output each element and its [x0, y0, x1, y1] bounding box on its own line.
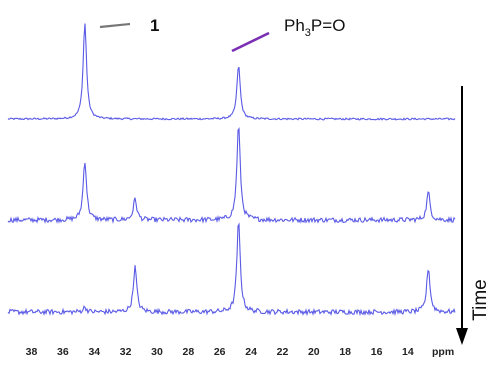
spectrum-trace-3 — [8, 224, 455, 314]
annotation-line-compound-1 — [100, 24, 130, 27]
spectrum-trace-1 — [8, 24, 455, 120]
x-tick-label: 38 — [26, 346, 38, 358]
x-tick-label: 30 — [151, 346, 163, 358]
x-axis-tick-labels: 38 36 34 32 30 28 26 24 22 20 18 16 14 — [26, 346, 414, 358]
x-tick-label: 20 — [308, 346, 320, 358]
x-tick-label: 32 — [120, 346, 132, 358]
x-tick-label: 18 — [339, 346, 351, 358]
time-arrow-head — [456, 328, 468, 345]
annotation-label-compound-1: 1 — [150, 16, 159, 35]
time-arrow-label: Time — [470, 279, 488, 321]
x-tick-label: 14 — [402, 346, 414, 358]
annotation-label-ph3po: Ph3P=O — [284, 16, 345, 39]
annotation-line-ph3po — [232, 33, 269, 51]
x-tick-label: 28 — [183, 346, 195, 358]
x-tick-label: 24 — [245, 346, 257, 358]
spectrum-traces — [8, 24, 455, 315]
spectrum-trace-2 — [8, 129, 455, 223]
x-tick-label: 16 — [371, 346, 383, 358]
x-tick-label: 26 — [214, 346, 226, 358]
x-tick-label: 36 — [57, 346, 69, 358]
x-axis-unit-label: ppm — [432, 346, 454, 358]
x-tick-label: 22 — [277, 346, 289, 358]
x-tick-label: 34 — [88, 346, 100, 358]
